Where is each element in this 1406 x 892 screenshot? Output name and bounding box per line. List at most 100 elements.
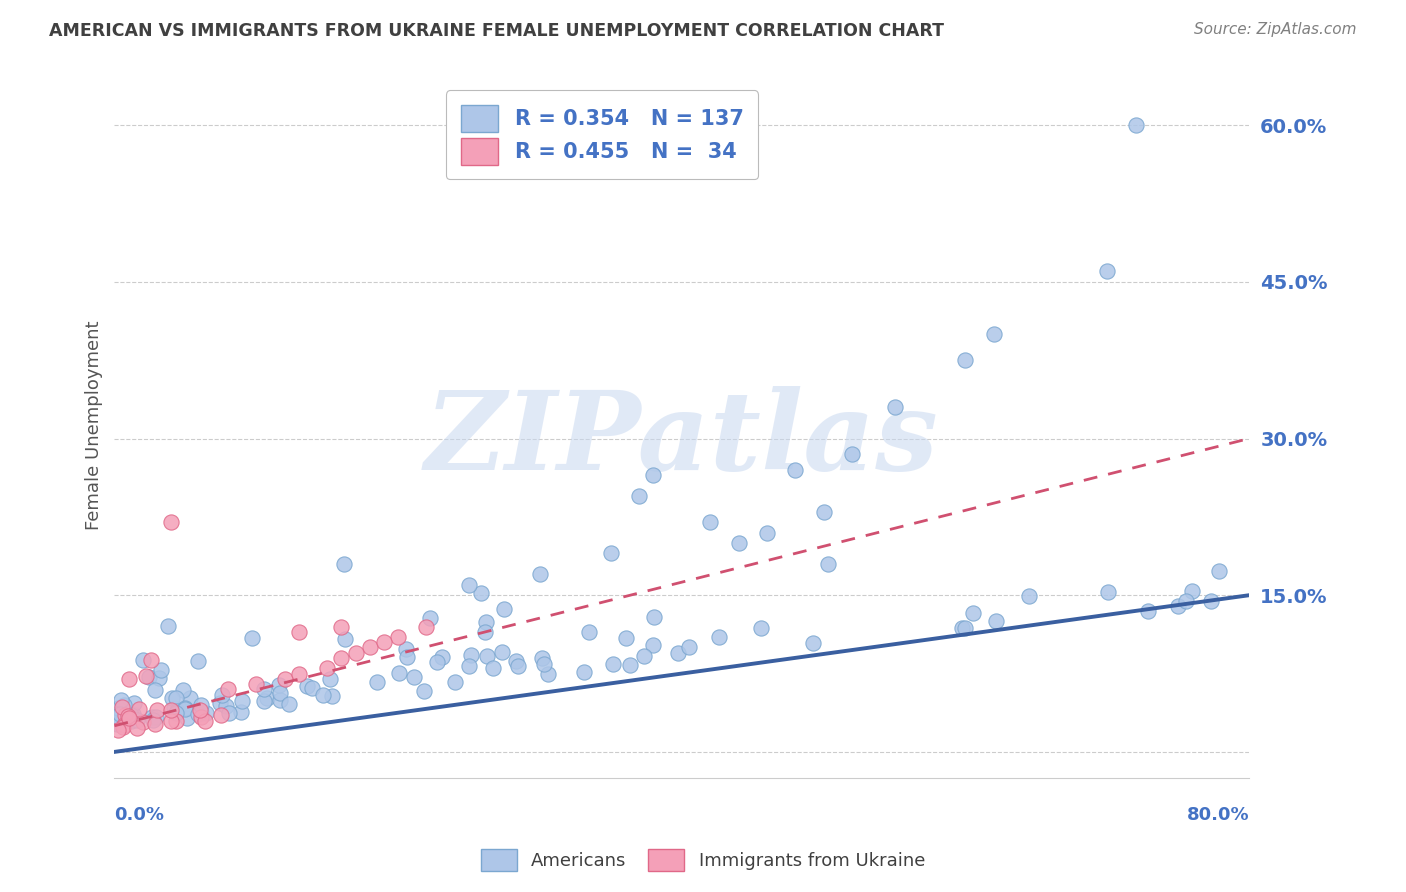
Point xyxy=(785,463,807,477)
Point xyxy=(460,648,482,662)
Point xyxy=(112,698,135,712)
Point xyxy=(952,621,974,635)
Point xyxy=(426,655,449,669)
Point xyxy=(883,401,905,415)
Point xyxy=(149,663,172,677)
Point xyxy=(751,621,773,635)
Point xyxy=(537,667,560,681)
Point xyxy=(330,651,353,665)
Point xyxy=(138,670,160,684)
Point xyxy=(641,638,664,652)
Point xyxy=(643,468,665,483)
Point xyxy=(269,686,291,700)
Point xyxy=(1181,584,1204,599)
Point xyxy=(105,717,128,731)
Point xyxy=(114,708,136,723)
Point xyxy=(599,546,621,560)
Point xyxy=(190,709,212,723)
Point xyxy=(388,665,411,680)
Point xyxy=(143,682,166,697)
Point xyxy=(477,648,499,663)
Point xyxy=(962,606,984,620)
Point xyxy=(187,706,209,721)
Point xyxy=(312,688,335,702)
Point xyxy=(373,635,395,649)
Point xyxy=(602,657,624,672)
Point xyxy=(813,505,835,519)
Point xyxy=(162,690,184,705)
Point xyxy=(288,624,311,639)
Point xyxy=(633,648,655,663)
Point xyxy=(229,705,252,719)
Point xyxy=(141,653,163,667)
Point xyxy=(172,682,194,697)
Point xyxy=(253,682,276,697)
Point xyxy=(124,696,146,710)
Point xyxy=(1199,594,1222,608)
Point xyxy=(269,693,291,707)
Point xyxy=(295,679,318,693)
Point xyxy=(470,586,492,600)
Point xyxy=(1136,604,1159,618)
Point xyxy=(166,705,188,719)
Point xyxy=(174,702,197,716)
Point xyxy=(218,706,240,720)
Point xyxy=(165,706,187,720)
Point xyxy=(165,690,187,705)
Point xyxy=(1208,564,1230,578)
Point xyxy=(1097,264,1119,278)
Point xyxy=(217,682,239,697)
Point xyxy=(105,716,128,731)
Point xyxy=(492,601,515,615)
Point xyxy=(145,703,167,717)
Point xyxy=(333,557,356,571)
Point xyxy=(187,654,209,668)
Point xyxy=(395,641,418,656)
Point xyxy=(574,665,596,679)
Point xyxy=(288,666,311,681)
Point xyxy=(616,631,638,645)
Point xyxy=(321,689,343,703)
Point xyxy=(953,621,976,635)
Point xyxy=(231,694,253,708)
Point xyxy=(105,707,128,722)
Point xyxy=(117,708,139,723)
Point xyxy=(983,327,1005,342)
Point xyxy=(316,661,339,675)
Point xyxy=(1167,599,1189,613)
Point xyxy=(817,557,839,571)
Point xyxy=(643,610,665,624)
Point xyxy=(209,697,232,711)
Point xyxy=(458,578,481,592)
Point xyxy=(1018,589,1040,603)
Point xyxy=(107,723,129,738)
Point xyxy=(245,677,267,691)
Point xyxy=(174,701,197,715)
Point xyxy=(111,699,134,714)
Point xyxy=(253,694,276,708)
Point xyxy=(211,689,233,703)
Point xyxy=(1175,594,1198,608)
Legend: R = 0.354   N = 137, R = 0.455   N =  34: R = 0.354 N = 137, R = 0.455 N = 34 xyxy=(446,90,758,179)
Point xyxy=(801,635,824,649)
Point xyxy=(176,710,198,724)
Point xyxy=(475,615,498,630)
Point xyxy=(273,672,295,686)
Point xyxy=(330,619,353,633)
Point xyxy=(145,710,167,724)
Point xyxy=(387,630,409,644)
Point xyxy=(188,703,211,717)
Point xyxy=(107,700,129,714)
Point xyxy=(628,489,651,503)
Point xyxy=(125,713,148,727)
Point xyxy=(699,515,721,529)
Point xyxy=(132,714,155,729)
Point xyxy=(491,645,513,659)
Point xyxy=(112,717,135,731)
Point xyxy=(707,630,730,644)
Point xyxy=(1097,584,1119,599)
Point xyxy=(142,713,165,727)
Point xyxy=(955,353,977,368)
Point xyxy=(148,671,170,685)
Point xyxy=(267,678,290,692)
